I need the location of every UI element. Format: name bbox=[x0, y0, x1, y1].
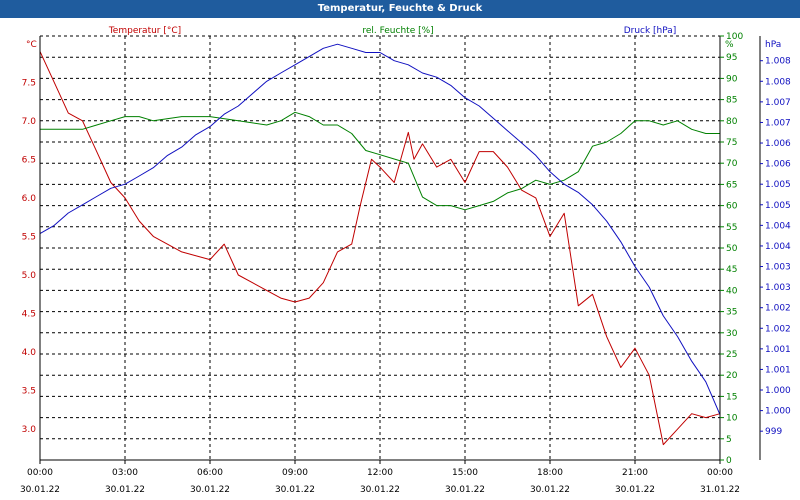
x-tick-date: 30.01.22 bbox=[615, 485, 655, 495]
humidity-tick-label: 100 bbox=[726, 32, 743, 42]
humidity-tick-label: 55 bbox=[726, 223, 737, 233]
tick-labels: 00:00 30.01.22 03:00 30.01.22 06:00 30.01.22 0… bbox=[20, 32, 791, 495]
humidity-tick-label: 10 bbox=[726, 414, 738, 424]
temperature-tick-label: 6.5 bbox=[22, 155, 36, 165]
pressure-series-line bbox=[39, 43, 721, 415]
pressure-tick-label: 1.008 bbox=[765, 57, 791, 67]
x-tick-date: 30.01.22 bbox=[530, 485, 570, 495]
x-tick-time: 15:00 bbox=[452, 468, 478, 478]
humidity-tick-label: 20 bbox=[726, 371, 738, 381]
humidity-tick-label: 25 bbox=[726, 350, 737, 360]
pressure-tick-label: 1.001 bbox=[765, 345, 791, 355]
x-tick-date: 30.01.22 bbox=[360, 485, 400, 495]
humidity-tick-label: 85 bbox=[726, 96, 737, 106]
x-tick-time: 18:00 bbox=[537, 468, 563, 478]
pressure-tick-label: 1.000 bbox=[765, 407, 791, 417]
humidity-tick-label: 45 bbox=[726, 265, 737, 275]
x-tick-time: 12:00 bbox=[367, 468, 393, 478]
humidity-tick-label: 5 bbox=[726, 435, 732, 445]
humidity-legend: rel. Feuchte [%] bbox=[362, 26, 433, 36]
pressure-tick-label: 1.007 bbox=[765, 98, 791, 108]
humidity-tick-label: 35 bbox=[726, 308, 737, 318]
series-group bbox=[39, 43, 721, 446]
humidity-tick-label: 30 bbox=[726, 329, 738, 339]
x-tick-date: 30.01.22 bbox=[445, 485, 485, 495]
temperature-tick-label: 7.0 bbox=[22, 117, 37, 127]
temperature-tick-label: 5.0 bbox=[22, 271, 37, 281]
humidity-tick-label: 70 bbox=[726, 159, 738, 169]
humidity-tick-label: 40 bbox=[726, 286, 738, 296]
humidity-series-line bbox=[40, 111, 720, 211]
pressure-tick-label: 1.004 bbox=[765, 242, 791, 252]
pressure-tick-label: 1.007 bbox=[765, 118, 791, 128]
temperature-legend: Temperatur [°C] bbox=[108, 26, 181, 36]
x-tick-time: 03:00 bbox=[112, 468, 138, 478]
pressure-tick-label: 1.005 bbox=[765, 201, 791, 211]
temperature-tick-label: 3.5 bbox=[22, 387, 36, 397]
grid-lines bbox=[40, 35, 720, 460]
pressure-legend: Druck [hPa] bbox=[624, 26, 677, 36]
humidity-tick-label: 60 bbox=[726, 202, 738, 212]
temperature-tick-label: 4.5 bbox=[22, 310, 36, 320]
pressure-tick-label: 1.002 bbox=[765, 304, 791, 314]
pressure-tick-label: 999 bbox=[765, 427, 782, 437]
x-tick-date: 30.01.22 bbox=[275, 485, 315, 495]
temperature-axis-unit: °C bbox=[26, 40, 37, 50]
pressure-tick-label: 1.005 bbox=[765, 180, 791, 190]
temperature-series-line bbox=[39, 51, 721, 446]
humidity-tick-label: 0 bbox=[726, 456, 732, 466]
pressure-axis-unit: hPa bbox=[765, 40, 781, 50]
pressure-tick-label: 1.008 bbox=[765, 77, 791, 87]
humidity-tick-label: 15 bbox=[726, 392, 737, 402]
pressure-tick-label: 1.003 bbox=[765, 283, 791, 293]
humidity-tick-label: 90 bbox=[726, 74, 738, 84]
x-tick-date: 30.01.22 bbox=[190, 485, 230, 495]
pressure-tick-label: 1.000 bbox=[765, 386, 791, 396]
x-tick-time: 06:00 bbox=[197, 468, 223, 478]
temperature-tick-label: 4.0 bbox=[22, 348, 37, 358]
humidity-tick-label: 80 bbox=[726, 117, 738, 127]
humidity-tick-label: 65 bbox=[726, 180, 737, 190]
humidity-axis-unit: % bbox=[725, 40, 734, 50]
x-tick-date: 30.01.22 bbox=[105, 485, 145, 495]
pressure-tick-label: 1.003 bbox=[765, 263, 791, 273]
x-tick-time: 21:00 bbox=[622, 468, 648, 478]
x-tick-time: 09:00 bbox=[282, 468, 308, 478]
pressure-tick-label: 1.002 bbox=[765, 324, 791, 334]
window-title: Temperatur, Feuchte & Druck bbox=[0, 0, 800, 18]
x-tick-date: 31.01.22 bbox=[700, 485, 740, 495]
pressure-tick-label: 1.001 bbox=[765, 365, 791, 375]
temperature-tick-label: 6.0 bbox=[22, 194, 37, 204]
humidity-tick-label: 95 bbox=[726, 53, 737, 63]
temperature-tick-label: 5.5 bbox=[22, 232, 36, 242]
humidity-tick-label: 75 bbox=[726, 138, 737, 148]
pressure-tick-label: 1.006 bbox=[765, 139, 791, 149]
x-tick-time: 00:00 bbox=[707, 468, 733, 478]
temperature-tick-label: 3.0 bbox=[22, 425, 37, 435]
x-tick-date: 30.01.22 bbox=[20, 485, 60, 495]
temperature-tick-label: 7.5 bbox=[22, 78, 36, 88]
humidity-tick-label: 50 bbox=[726, 244, 738, 254]
pressure-tick-label: 1.006 bbox=[765, 160, 791, 170]
pressure-tick-label: 1.004 bbox=[765, 221, 791, 231]
x-tick-time: 00:00 bbox=[27, 468, 53, 478]
